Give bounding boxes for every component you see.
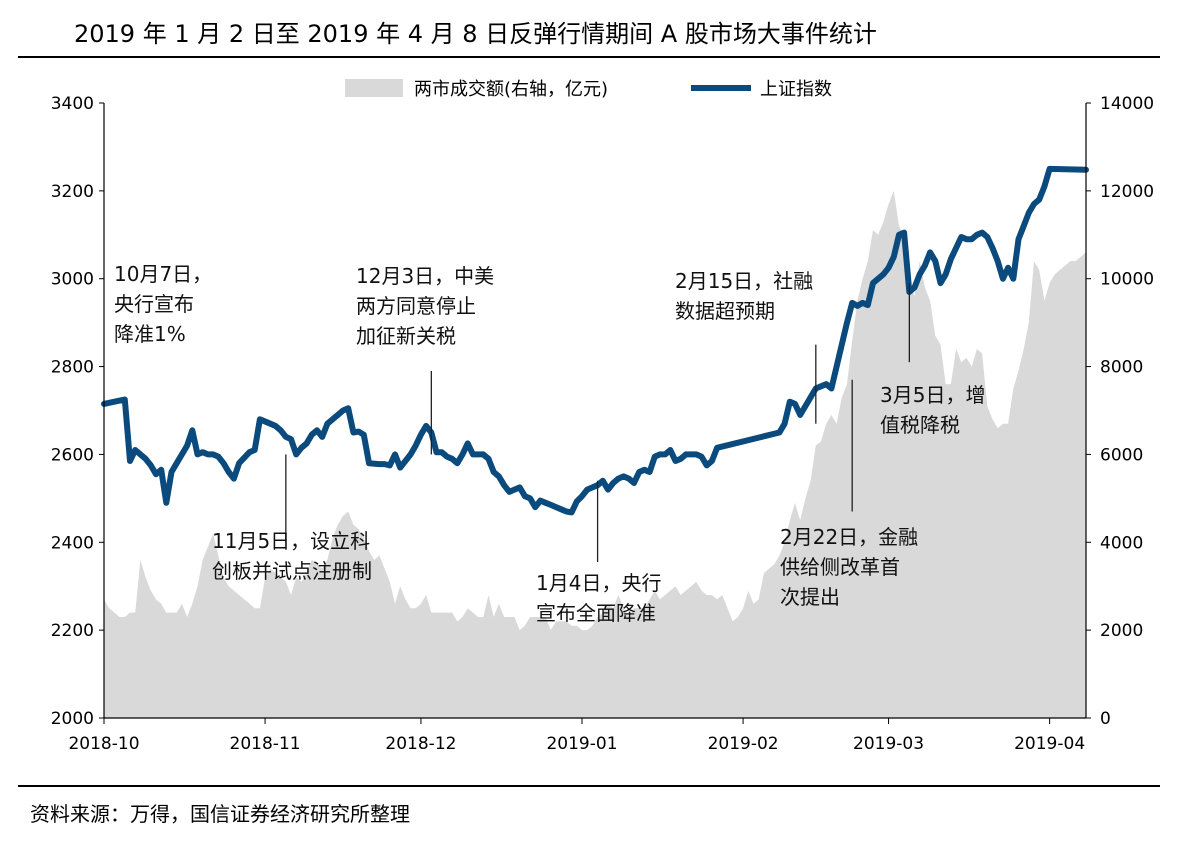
left-axis-tick-label: 2600	[51, 445, 94, 465]
x-axis-tick-label: 2019-04	[1014, 734, 1085, 754]
annotation-text-oct7: 10月7日，	[114, 262, 212, 286]
left-axis-tick-label: 3200	[51, 182, 94, 202]
annotation-text-jan4: 1月4日，央行	[536, 571, 661, 595]
right-axis-tick-label: 14000	[1100, 94, 1154, 114]
chart-title: 2019 年 1 月 2 日至 2019 年 4 月 8 日反弹行情期间 A 股…	[74, 20, 877, 48]
right-axis-tick-label: 10000	[1100, 270, 1154, 290]
title-rule	[18, 56, 1160, 58]
left-axis-tick-label: 2800	[51, 358, 94, 378]
annotation-text-nov5: 11月5日，设立科	[212, 529, 370, 553]
annotation-text-feb15: 数据超预期	[675, 299, 775, 323]
left-axis-tick-label: 2000	[51, 709, 94, 729]
x-axis-tick-label: 2018-10	[68, 734, 139, 754]
right-axis-tick-label: 2000	[1100, 621, 1143, 641]
annotation-text-jan4: 宣布全面降准	[536, 601, 656, 625]
source-note: 资料来源：万得，国信证券经济研究所整理	[30, 802, 410, 826]
annotation-text-feb22: 供给侧改革首	[780, 555, 900, 579]
annotation-text-feb22: 次提出	[780, 585, 840, 609]
annotation-text-nov5: 创板并试点注册制	[212, 559, 372, 583]
annotation-text-dec3: 加征新关税	[356, 324, 456, 348]
axes: 2000 2200 2400 2600 2800 3000 3200 3400 0 2000 400…	[51, 94, 1154, 754]
right-axis-tick-label: 6000	[1100, 445, 1143, 465]
left-axis-tick-label: 3000	[51, 270, 94, 290]
right-axis-tick-label: 0	[1100, 709, 1111, 729]
x-axis-tick-label: 2018-11	[230, 734, 301, 754]
left-axis-tick-label: 2200	[51, 621, 94, 641]
line-series	[101, 165, 1089, 516]
annotation-text-mar5: 3月5日，增	[880, 383, 985, 407]
legend-label-turnover: 两市成交额(右轴，亿元)	[414, 79, 608, 100]
right-axis-tick-label: 4000	[1100, 533, 1143, 553]
x-axis-tick-label: 2019-02	[708, 734, 779, 754]
annotation-text-dec3: 12月3日，中美	[356, 264, 494, 288]
annotation-text-dec3: 两方同意停止	[356, 294, 476, 318]
area-series	[104, 190, 1086, 718]
right-axis-tick-label: 12000	[1100, 182, 1154, 202]
left-axis-tick-label: 2400	[51, 533, 94, 553]
index-line	[101, 165, 1089, 516]
right-axis-tick-label: 8000	[1100, 358, 1143, 378]
annotation-text-mar5: 值税降税	[880, 413, 960, 437]
turnover-area	[104, 190, 1086, 718]
annotation-text-oct7: 央行宣布	[114, 292, 194, 316]
annotation-text-feb22: 2月22日，金融	[780, 525, 918, 549]
x-axis-tick-label: 2019-03	[853, 734, 924, 754]
x-axis-tick-label: 2018-12	[385, 734, 456, 754]
footer-rule	[18, 785, 1160, 787]
annotation-text-feb15: 2月15日，社融	[675, 269, 813, 293]
legend-label-index: 上证指数	[760, 79, 832, 100]
annotation-text-oct7: 降准1%	[114, 322, 186, 346]
legend-swatch-turnover	[345, 79, 403, 97]
legend: 两市成交额(右轴，亿元) 上证指数	[345, 79, 832, 100]
x-axis-tick-label: 2019-01	[546, 734, 617, 754]
left-axis-tick-label: 3400	[51, 94, 94, 114]
